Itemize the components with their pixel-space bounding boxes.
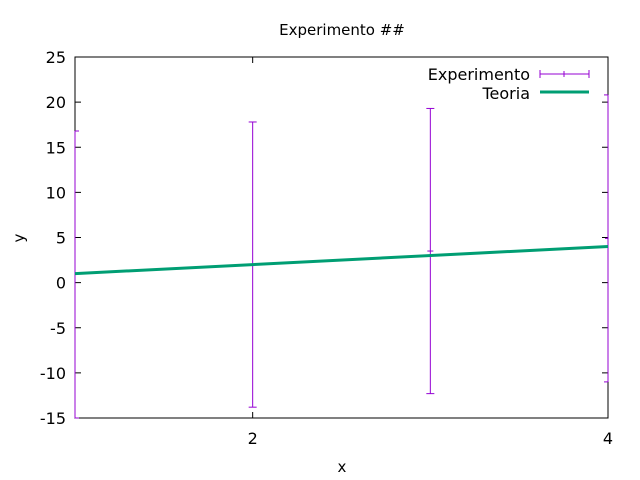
x-axis-label: x (338, 458, 347, 476)
y-axis-label: y (10, 233, 28, 242)
chart-title: Experimento ## (279, 21, 405, 39)
x-tick-label: 4 (603, 429, 613, 448)
plot-frame (74, 56, 609, 419)
y-axis-ticks: -15 -10 -5 0 5 10 15 20 25 (40, 48, 608, 428)
y-tick-label: -5 (50, 319, 66, 338)
y-tick-label: 5 (56, 229, 66, 248)
y-tick-label: 0 (56, 274, 66, 293)
experiment-errorbar (426, 107, 435, 395)
y-tick-label: 15 (46, 138, 66, 157)
series-layer (74, 94, 609, 419)
theory-line (74, 245, 609, 276)
y-tick-label: 25 (46, 48, 66, 67)
x-tick-label: 2 (248, 429, 258, 448)
y-tick-label: 20 (46, 93, 66, 112)
legend-item-experiment: Experimento (428, 65, 590, 84)
legend: Experimento Teoria (428, 65, 590, 103)
y-tick-label: 10 (46, 183, 66, 202)
legend-item-theory: Teoria (481, 84, 589, 103)
legend-label-experiment: Experimento (428, 65, 530, 84)
experiment-errorbar (604, 94, 609, 383)
y-tick-label: -15 (40, 409, 66, 428)
plot-area (74, 56, 609, 419)
legend-label-theory: Teoria (481, 84, 530, 103)
y-tick-label: -10 (40, 364, 66, 383)
